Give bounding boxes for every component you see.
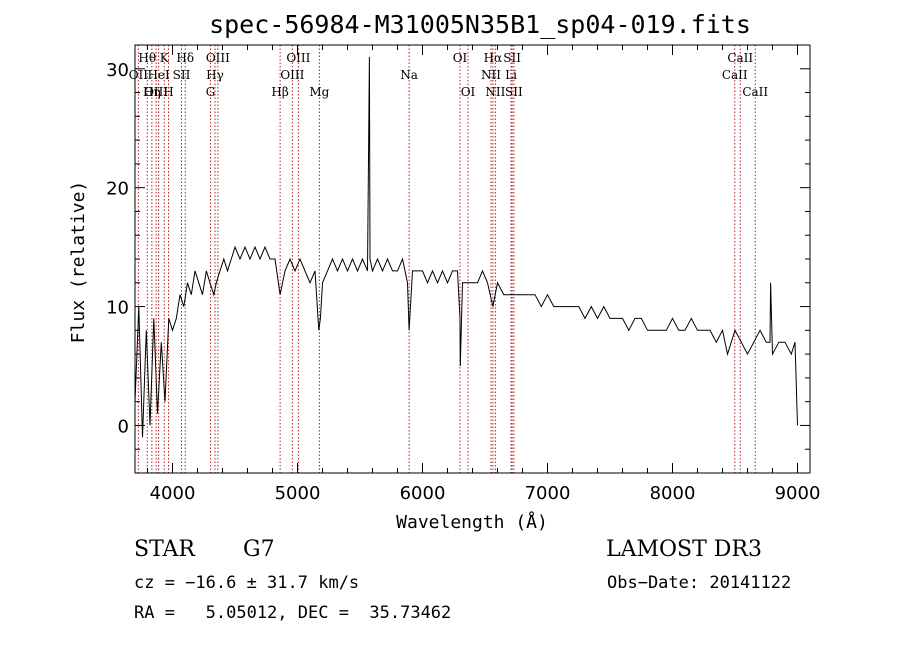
line-label-oi: OI (461, 85, 476, 99)
line-label-g: G (206, 85, 216, 99)
x-tick-label: 8000 (650, 483, 696, 504)
redshift-cz: cz = −16.6 ± 31.7 km/s (134, 573, 360, 593)
line-label-h: H (163, 85, 173, 99)
line-label-hei: HeI (147, 68, 170, 82)
line-label-hη: Hη (143, 85, 161, 99)
line-label-caii: CaII (742, 85, 768, 99)
x-tick-label: 4000 (150, 483, 196, 504)
x-tick-label: 7000 (525, 483, 571, 504)
y-tick-label: 30 (106, 60, 129, 81)
x-tick-label: 6000 (400, 483, 446, 504)
line-label-nii: NII (485, 85, 505, 99)
line-label-hα: Hα (484, 51, 503, 65)
spectrum-line (134, 56, 798, 438)
x-axis-label: Wavelength (Å) (396, 511, 548, 533)
coordinates: RA = 5.05012, DEC = 35.73462 (134, 603, 452, 623)
line-label-oiii: OIII (280, 68, 304, 82)
line-label-mg: Mg (309, 85, 329, 99)
line-label-caii: CaII (727, 51, 753, 65)
line-label-oiii: OIII (144, 85, 168, 99)
line-label-na: Na (400, 68, 418, 82)
x-tick-label: 5000 (275, 483, 321, 504)
line-label-sii: SII (173, 68, 191, 82)
x-tick-label: 9000 (775, 483, 821, 504)
chart-title: spec-56984-M31005N35B1_sp04-019.fits (209, 10, 751, 39)
obs-date: Obs−Date: 20141122 (607, 573, 792, 593)
line-label-hβ: Hβ (271, 85, 288, 99)
line-label-li: Li (505, 68, 517, 82)
line-label-oiii: OIII (206, 51, 230, 65)
line-label-nii: NII (481, 68, 501, 82)
line-label-oiii: OIII (286, 51, 310, 65)
y-tick-label: 10 (106, 298, 129, 319)
y-tick-label: 20 (106, 179, 129, 200)
line-label-sii: SII (503, 51, 521, 65)
line-label-oi: OI (453, 51, 468, 65)
line-label-hθ: Hθ (138, 51, 156, 65)
survey-name: LAMOST DR3 (606, 537, 762, 562)
line-label-oii: OII (129, 68, 149, 82)
line-label-hδ: Hδ (176, 51, 194, 65)
y-axis-label: Flux (relative) (68, 181, 89, 344)
y-tick-label: 0 (118, 416, 129, 437)
object-class: STAR (134, 537, 195, 562)
line-label-hγ: Hγ (206, 68, 224, 82)
line-label-k: K (160, 51, 170, 65)
line-label-sii: SII (505, 85, 523, 99)
object-subclass: G7 (243, 537, 275, 562)
line-label-caii: CaII (722, 68, 748, 82)
plot-frame (134, 44, 811, 474)
